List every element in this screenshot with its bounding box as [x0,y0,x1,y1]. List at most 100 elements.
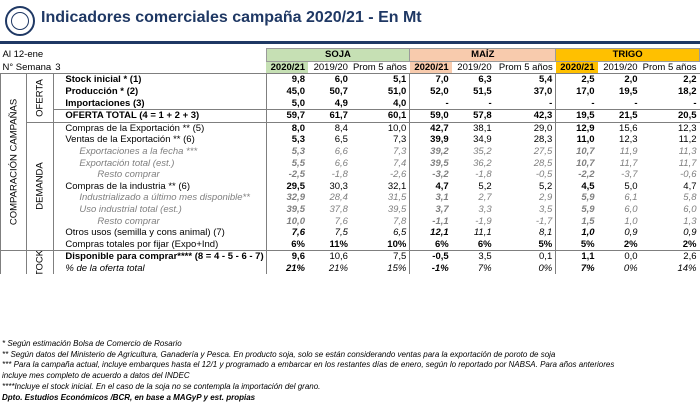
table-row: Uso industrial total (est.) 39,5 37,8 39,5 3… [1,203,700,216]
header-divider [0,41,700,44]
trigo-value: 2,0 [624,74,638,86]
indicators-table: Al 12-ene SOJA MAÍZ TRIGO N° Semana 3 20… [0,48,700,275]
trigo-value: 11,7 [619,157,638,169]
soja-value: 7,8 [393,215,407,227]
trigo-value: - [693,97,697,109]
row-spacer [52,157,64,169]
trigo-value: 11,3 [678,146,697,158]
table-row: Otros usos (semilla y cons animal) (7) 7,… [1,226,700,239]
trigo-value: 6,1 [624,192,638,204]
maiz-value: -1% [409,262,452,275]
maiz-value: -1,8 [475,169,492,181]
maiz-value: 42,3 [533,110,553,122]
row-spacer [52,122,64,135]
soja-value: 7,6 [265,226,308,239]
table-row: Resto comprar 10,0 7,6 7,8 -1,1 -1,9 -1,7 1,5 1,… [1,215,700,227]
maiz-value: - [409,97,452,110]
trigo-value: 20,5 [678,110,697,122]
table-row: DEMANDA Compras de la Exportación ** (5) 8… [0,121,700,251]
soja-value: 9,8 [265,73,308,86]
table-row: Importaciones (3) 5,0 4,9 4,0- - - - - - [1,97,700,110]
maiz-value: 34,9 [473,134,492,146]
trigo-value: 11,7 [678,157,697,169]
soja-value: -1,8 [331,169,348,181]
soja-value: 31,5 [387,192,407,204]
trigo-value: 5,0 [624,180,638,192]
trigo-value: -2,2 [555,168,598,181]
maiz-value: 5,2 [539,180,553,192]
soja-value: 7,6 [334,215,348,227]
maiz-value: 28,5 [533,157,553,169]
soja-value: 7,5 [393,251,407,263]
footnote: ** Según datos del Ministerio de Agricul… [2,349,556,359]
maiz-value: 3,5 [539,204,553,216]
row-label: Industrializado a último mes disponible*… [79,192,250,204]
col-header: 2020/21 [555,61,598,74]
trigo-value: -0,6 [680,169,697,181]
row-label: Compras de la Exportación ** (5) [65,122,205,134]
table-row: STOCKS Disponible para comprar**** (8 = 4… [0,250,700,275]
maiz-value: -1,9 [475,215,492,227]
maiz-value: 37,0 [533,86,553,98]
soja-value: 5,5 [265,157,308,169]
trigo-value: 5,9 [555,203,598,216]
trigo-value: 1,3 [683,215,697,227]
col-header: 2020/21 [409,61,452,74]
soja-value: 6% [265,238,308,251]
maiz-value: 39,5 [409,157,452,169]
maiz-value: 28,3 [533,134,553,146]
maiz-value: 3,1 [409,192,452,204]
row-label: Compras totales por fijar (Expo+Ind) [65,238,219,250]
row-label: Producción * (2) [65,86,139,98]
maiz-value: 2,9 [539,192,553,204]
maiz-value: 0% [538,262,553,274]
maiz-value: 0,1 [539,251,553,263]
row-label: Disponible para comprar**** (8 = 4 - 5 -… [65,251,264,263]
maiz-value: - [549,97,553,109]
trigo-value: 18,2 [678,86,697,98]
row-label: Uso industrial total (est.) [79,204,182,216]
row-spacer [52,192,64,204]
row-label: Resto comprar [97,169,160,181]
trigo-value: 12,3 [678,122,697,134]
demanda-side-label: DEMANDA [26,121,54,251]
maiz-value: -0,5 [409,250,452,263]
soja-value: 7,3 [393,134,407,146]
maiz-value: 29,0 [533,122,553,134]
page-title: Indicadores comerciales campaña 2020/21 … [41,9,422,26]
trigo-value: 5,8 [683,192,697,204]
trigo-value: 0,0 [624,251,638,263]
soja-value: 30,3 [329,180,348,192]
soja-value: 8,4 [334,122,348,134]
trigo-value: 11,0 [555,134,598,146]
soja-value: 51,0 [387,86,407,98]
soja-value: 15% [387,262,407,274]
row-spacer [52,262,64,275]
trigo-value: 12,9 [555,122,598,135]
maiz-value: 2,7 [478,192,492,204]
maiz-value: 4,7 [409,180,452,193]
trigo-value: 6,0 [624,204,638,216]
row-label: Stock inicial * (1) [65,74,142,86]
soja-value: 39,5 [387,204,407,216]
week-label: N° Semana [2,61,52,73]
maiz-value: 39,2 [409,145,452,158]
header: Indicadores comerciales campaña 2020/21 … [0,0,700,46]
trigo-value: 4,5 [555,180,598,193]
row-spacer [52,168,64,181]
stocks-side-label: STOCKS [26,250,54,275]
bcr-seal-logo [5,6,35,36]
table-row: Industrializado a último mes disponible*… [1,192,700,204]
soja-value: 4,0 [393,97,407,109]
maiz-value: 51,5 [473,86,492,98]
maiz-value: 5,4 [539,74,553,86]
maiz-value: 3,3 [478,204,492,216]
table-row: Compras de la industria ** (6) 29,5 30,3 32… [1,180,700,193]
trigo-value: 2% [623,238,638,250]
trigo-value: 0% [623,262,638,274]
soja-value: -2,5 [265,168,308,181]
maiz-value: -3,2 [409,168,452,181]
trigo-value: 5,9 [555,192,598,204]
soja-value: 10,0 [387,122,407,134]
comparison-label-text: COMPARACIÓN CAMPAÑAS [8,98,20,226]
